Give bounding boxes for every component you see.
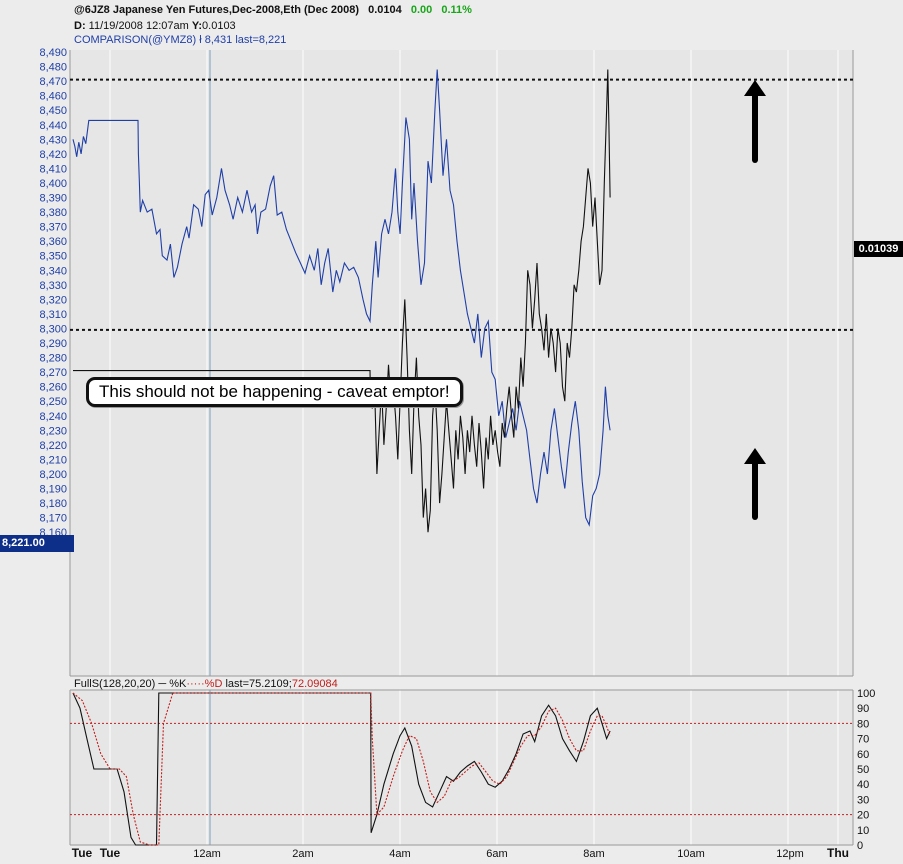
y-tick-label: 8,420: [39, 149, 67, 161]
y-tick-label: 8,260: [39, 382, 67, 394]
y-tick-label: 8,400: [39, 178, 67, 190]
price-change: 0.00: [410, 4, 433, 16]
x-tick-label: 8am: [583, 848, 604, 860]
oscillator-label-d: ·····%D: [186, 678, 223, 690]
y-tick-label: 8,200: [39, 469, 67, 481]
osc-tick-label: 50: [857, 764, 869, 776]
x-tick-label: 12pm: [776, 848, 804, 860]
oscillator-legend: FullS(128,20,20) ─ %K·····%D last=75.210…: [74, 678, 338, 690]
main-plot-area[interactable]: [70, 50, 853, 676]
osc-tick-label: 90: [857, 703, 869, 715]
last-price: 0.0104: [368, 4, 402, 16]
x-axis-labels: Tue Tue 12am 2am 4am 6am 8am 10am 12pm Thu: [72, 846, 849, 860]
y-tick-label: 8,370: [39, 222, 67, 234]
comparison-label: COMPARISON(@YMZ8) ł 8,431 last=8,221: [74, 34, 287, 46]
x-tick-label: Thu: [827, 846, 849, 860]
y-tick-label: 8,320: [39, 294, 67, 306]
oscillator-last-d: 72.09084: [291, 678, 338, 690]
osc-tick-label: 70: [857, 734, 869, 746]
y-label: Y:: [191, 20, 203, 32]
chart-header: @6JZ8 Japanese Yen Futures,Dec-2008,Eth …: [0, 0, 903, 50]
y-tick-label: 8,250: [39, 396, 67, 408]
y-tick-label: 8,360: [39, 236, 67, 248]
y-tick-label: 8,440: [39, 120, 67, 132]
osc-tick-label: 80: [857, 718, 869, 730]
date-value: 11/19/2008 12:07am: [88, 20, 189, 32]
annotation-callout: This should not be happening - caveat em…: [86, 377, 463, 407]
y-tick-label: 8,490: [39, 47, 67, 59]
osc-tick-label: 10: [857, 825, 869, 837]
y-tick-label: 8,430: [39, 134, 67, 146]
series-line-6jz8: [73, 69, 611, 533]
y-tick-label: 8,290: [39, 338, 67, 350]
y-tick-label: 8,280: [39, 353, 67, 365]
y-tick-label: 8,180: [39, 498, 67, 510]
y-tick-label: 8,210: [39, 454, 67, 466]
vertical-grid: [109, 50, 839, 845]
y-tick-label: 8,300: [39, 323, 67, 335]
y-tick-label: 8,350: [39, 251, 67, 263]
y-tick-label: 8,410: [39, 163, 67, 175]
x-tick-label: Tue: [100, 846, 121, 860]
osc-tick-label: 60: [857, 749, 869, 761]
reference-lines: [70, 78, 853, 816]
y-tick-label: 8,190: [39, 484, 67, 496]
y-tick-label: 8,460: [39, 91, 67, 103]
osc-line-pct-k: [72, 692, 611, 846]
series-line-ymz8: [72, 69, 611, 527]
price-change-pct: 0.11%: [441, 4, 472, 16]
up-arrow-top-head: [744, 80, 766, 96]
y-tick-label: 8,240: [39, 411, 67, 423]
y-value: 0.0103: [202, 20, 236, 32]
y-tick-label: 8,390: [39, 193, 67, 205]
oscillator-plot-area[interactable]: [70, 690, 853, 845]
osc-tick-label: 30: [857, 794, 869, 806]
y-tick-label: 8,310: [39, 309, 67, 321]
up-arrow-bottom-head: [744, 448, 766, 464]
last-value-badge: 8,221.00: [0, 535, 74, 552]
osc-line-pct-d: [72, 692, 611, 846]
x-tick-label: Tue: [72, 846, 93, 860]
chart-series: [72, 69, 611, 846]
y-tick-label: 8,330: [39, 280, 67, 292]
y-tick-label: 8,220: [39, 440, 67, 452]
y-tick-label: 8,340: [39, 265, 67, 277]
x-tick-label: 10am: [677, 848, 705, 860]
x-tick-label: 4am: [389, 848, 410, 860]
osc-tick-label: 100: [857, 688, 875, 700]
oscillator-last: last=75.2109;: [222, 678, 292, 690]
x-tick-label: 2am: [292, 848, 313, 860]
y-tick-label: 8,380: [39, 207, 67, 219]
y-tick-label: 8,230: [39, 425, 67, 437]
date-label: D:: [74, 20, 86, 32]
symbol-title: @6JZ8 Japanese Yen Futures,Dec-2008,Eth …: [74, 4, 360, 16]
y-axis-labels: 8,490 8,480 8,470 8,460 8,450 8,440 8,430 8,420…: [39, 47, 67, 539]
osc-tick-label: 0: [857, 840, 863, 852]
y-tick-label: 8,270: [39, 367, 67, 379]
y-tick-label: 8,170: [39, 513, 67, 525]
osc-tick-label: 20: [857, 810, 869, 822]
y-tick-label: 8,470: [39, 76, 67, 88]
oscillator-label-k: FullS(128,20,20) ─ %K: [74, 678, 187, 690]
x-tick-label: 12am: [193, 848, 221, 860]
price-badge: 0.01039: [854, 241, 903, 257]
y-tick-label: 8,450: [39, 105, 67, 117]
symbol-title-line: @6JZ8 Japanese Yen Futures,Dec-2008,Eth …: [74, 4, 472, 16]
osc-tick-label: 40: [857, 779, 869, 791]
y-tick-label: 8,480: [39, 62, 67, 74]
annotation-arrows: [744, 80, 766, 520]
horizontal-grid: [69, 50, 854, 846]
x-tick-label: 6am: [486, 848, 507, 860]
cursor-readout: D: 11/19/2008 12:07am Y:0.0103: [74, 20, 236, 32]
